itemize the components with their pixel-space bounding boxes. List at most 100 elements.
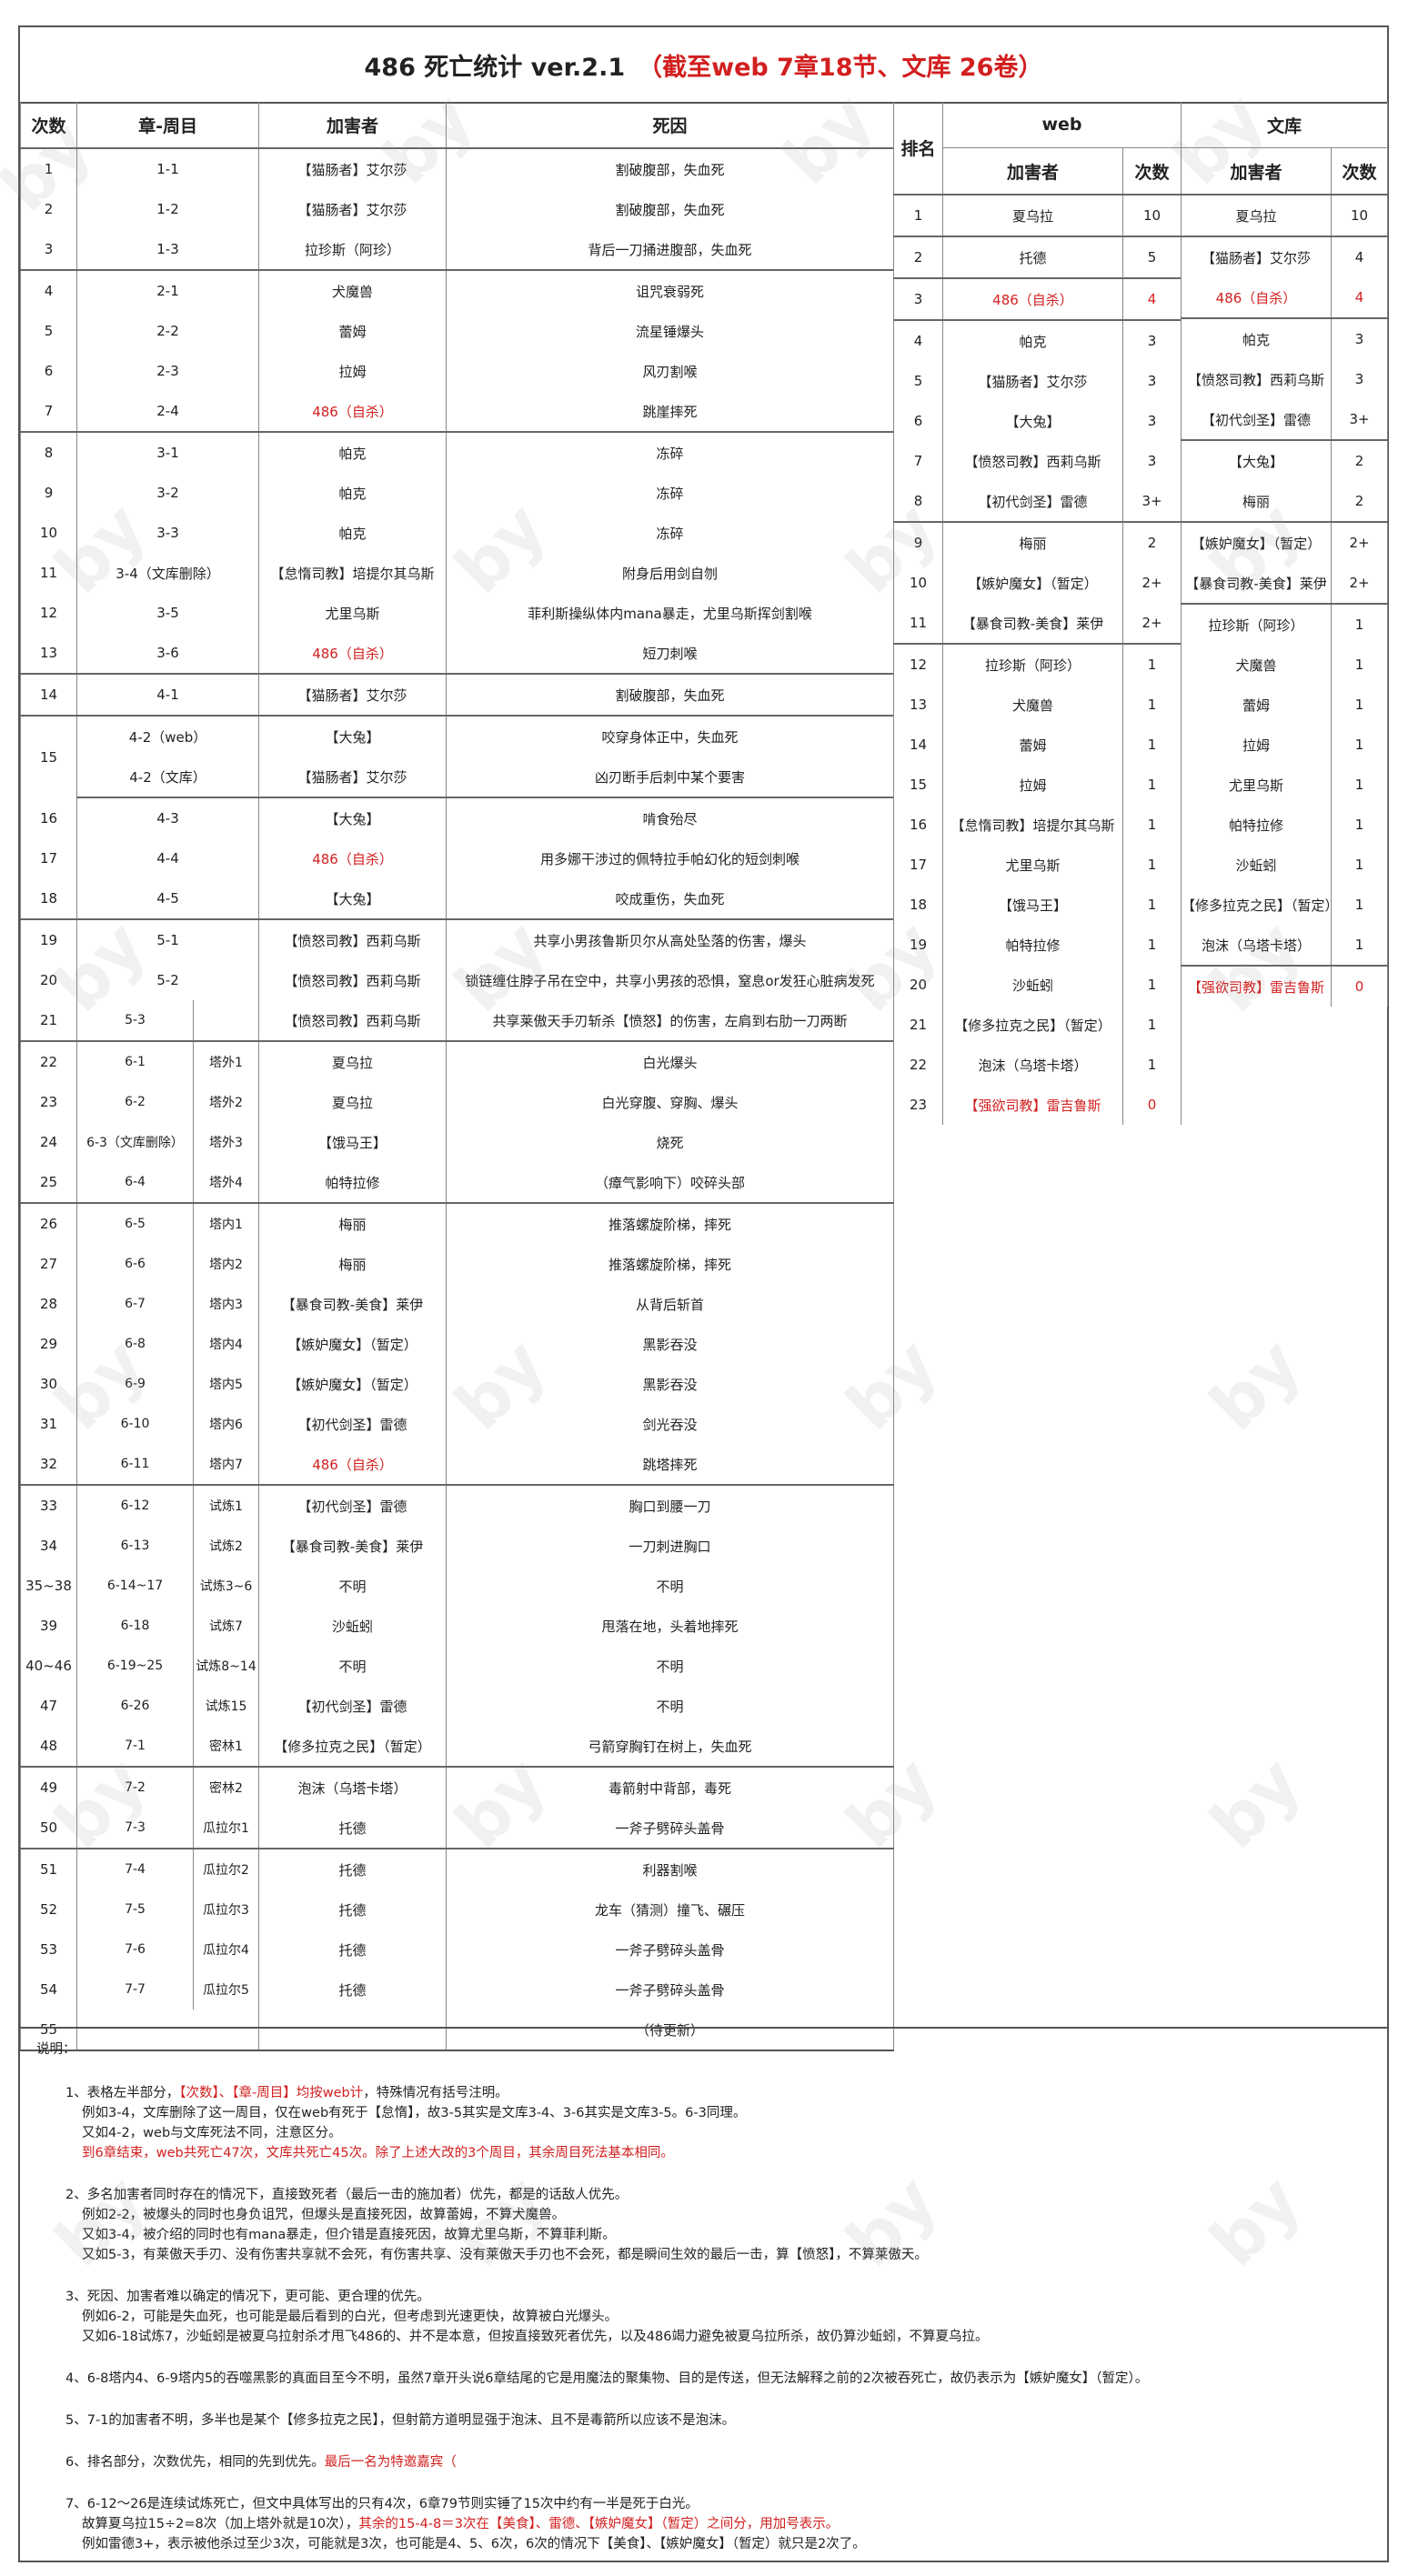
rank-cell: 13 xyxy=(893,685,943,725)
count-cell: 55 xyxy=(20,2010,77,2051)
table-row: 19 5-1 【愤怒司教】西莉乌斯 共享小男孩鲁斯贝尔从高处坠落的伤害，爆头 xyxy=(20,919,895,960)
table-row: 【猫肠者】艾尔莎 4 xyxy=(1181,236,1389,277)
chapter-cell: 6-12 xyxy=(76,1485,194,1526)
killer-cell: 【愤怒司教】西莉乌斯 xyxy=(258,919,448,960)
count-cell: 1 xyxy=(1330,805,1389,845)
table-row: 18 4-5 【大兔】 咬成重伤，失血死 xyxy=(20,878,895,920)
chapter-cell: 4-5 xyxy=(75,878,260,920)
table-row: 49 7-2 密林2 泡沫（乌塔卡塔） 毒箭射中背部，毒死 xyxy=(20,1767,895,1808)
table-row: 11 【暴食司教-美食】莱伊 2+ xyxy=(893,603,1182,645)
rank-cell: 15 xyxy=(893,765,943,805)
sub-chapter-cell: 塔内3 xyxy=(192,1284,260,1324)
chapter-cell: 4-3 xyxy=(75,797,260,838)
table-row: 9 3-2 帕克 冻碎 xyxy=(20,473,895,513)
count-cell: 34 xyxy=(20,1526,77,1566)
chapter-cell: 4-1 xyxy=(75,674,260,717)
table-row: 2 1-2 【猫肠者】艾尔莎 割破腹部，失血死 xyxy=(20,189,895,229)
count-cell: 50 xyxy=(20,1808,77,1849)
count-cell: 3+ xyxy=(1121,481,1182,523)
count-cell: 14 xyxy=(20,674,77,717)
rank-header: 排名 xyxy=(893,102,943,195)
count-cell: 33 xyxy=(20,1485,77,1526)
table-row: 6 2-3 拉姆 风刃割喉 xyxy=(20,351,895,391)
killer-cell: 【愤怒司教】西莉乌斯 xyxy=(258,960,448,1000)
sub-chapter-cell: 试炼2 xyxy=(192,1526,260,1566)
count-cell: 22 xyxy=(20,1041,77,1082)
killer-cell: 夏乌拉 xyxy=(258,1082,448,1122)
cause-cell: 胸口到腰一刀 xyxy=(446,1485,895,1526)
table-row: 28 6-7 塔内3 【暴食司教-美食】莱伊 从背后斩首 xyxy=(20,1284,895,1324)
sub-chapter-cell: 塔内4 xyxy=(192,1324,260,1364)
killer-cell: 帕克 xyxy=(258,432,448,473)
note-text: 故算夏乌拉15÷2=8次（加上塔外就是10次）， xyxy=(82,2517,359,2531)
library-header: 文库 xyxy=(1180,102,1389,148)
count-cell: 21 xyxy=(20,1000,77,1042)
killer-cell: 帕克 xyxy=(942,320,1123,361)
killer-cell: 【猫肠者】艾尔莎 xyxy=(258,757,448,798)
library-count-header: 次数 xyxy=(1330,147,1389,195)
note-line: 例如2-2，被爆头的同时也身负诅咒，但爆头是直接死因，故算蕾姆，不算犬魔兽。 xyxy=(65,2205,1373,2225)
table-row: 22 6-1 塔外1 夏乌拉 白光爆头 xyxy=(20,1041,895,1082)
killer-cell: 犬魔兽 xyxy=(942,685,1123,725)
count-cell: 13 xyxy=(20,633,77,675)
count-cell: 53 xyxy=(20,1929,77,1970)
killer-cell: 【大兔】 xyxy=(1181,440,1332,481)
table-row: 1 夏乌拉 10 xyxy=(893,195,1182,237)
cause-cell: 冻碎 xyxy=(446,432,895,473)
count-cell: 2+ xyxy=(1330,522,1389,563)
count-cell: 2+ xyxy=(1330,563,1389,605)
sub-chapter-cell: 瓜拉尔5 xyxy=(192,1970,260,2010)
note-line: 例如6-2，可能是失血死，也可能是最后看到的白光，但考虑到光速更快，故算被白光爆… xyxy=(65,2307,1373,2327)
table-row: 54 7-7 瓜拉尔5 托德 一斧子劈碎头盖骨 xyxy=(20,1970,895,2010)
cause-cell: 咬成重伤，失血死 xyxy=(446,878,895,920)
rank-cell: 7 xyxy=(893,441,943,481)
count-cell: 31 xyxy=(20,1404,77,1444)
sub-chapter-cell: 塔内2 xyxy=(192,1244,260,1284)
count-cell: 3 xyxy=(1330,359,1389,399)
note-line: 1、表格左半部分，【次数】、【章-周目】均按web计，特殊情况有括号注明。 xyxy=(65,2083,1373,2103)
table-row: 13 犬魔兽 1 xyxy=(893,685,1182,725)
killer-cell: 拉珍斯（阿珍） xyxy=(942,644,1123,685)
count-cell: 9 xyxy=(20,473,77,513)
cause-cell: 锁链缠住脖子吊在空中，共享小男孩的恐惧，窒息or发狂心脏病发死 xyxy=(446,960,895,1000)
count-cell: 47 xyxy=(20,1686,77,1726)
table-row: 21 5-3 【愤怒司教】西莉乌斯 共享莱傲天手刃斩杀【愤怒】的伤害，左肩到右肋一刀两… xyxy=(20,1000,895,1042)
count-cell: 2+ xyxy=(1121,603,1182,645)
chapter-cell: 3-2 xyxy=(75,473,260,513)
table-row: 15 4-2（web） 【大兔】 咬穿身体正中，失血死 xyxy=(20,716,895,797)
col-header-chapter: 章-周目 xyxy=(75,102,260,149)
sub-chapter-cell: 密林1 xyxy=(192,1726,260,1768)
cause-cell: 甩落在地，头着地摔死 xyxy=(446,1606,895,1646)
killer-cell: 486（自杀） xyxy=(258,391,448,433)
table-row: 30 6-9 塔内5 【嫉妒魔女】（暂定） 黑影吞没 xyxy=(20,1364,895,1404)
chapter-cell: 6-4 xyxy=(76,1162,194,1204)
table-row: 48 7-1 密林1 【修多拉克之民】（暂定） 弓箭穿胸钉在树上，失血死 xyxy=(20,1726,895,1768)
killer-cell: 【修多拉克之民】（暂定） xyxy=(258,1726,448,1768)
table-row: 17 尤里乌斯 1 xyxy=(893,845,1182,885)
killer-cell: 【修多拉克之民】（暂定） xyxy=(1181,885,1332,925)
col-header-count: 次数 xyxy=(20,102,77,149)
table-row: 29 6-8 塔内4 【嫉妒魔女】（暂定） 黑影吞没 xyxy=(20,1324,895,1364)
count-cell: 1 xyxy=(1330,685,1389,725)
cause-cell: 推落螺旋阶梯，摔死 xyxy=(446,1203,895,1244)
killer-cell: 【强欲司教】雷吉鲁斯 xyxy=(942,1085,1123,1125)
killer-cell: 蕾姆 xyxy=(1181,685,1332,725)
chapter-cell: 5-2 xyxy=(75,960,260,1000)
killer-cell: 帕特拉修 xyxy=(1181,805,1332,845)
table-row: 帕克 3 xyxy=(1181,318,1389,359)
killer-cell: 沙蚯蚓 xyxy=(942,965,1123,1005)
web-ranking-table: 排名 web 加害者 次数 1 夏乌拉 10 2 托德 5 3 486（自杀） 4 4 帕克 3 5 【猫… xyxy=(893,102,1182,1125)
killer-cell: 尤里乌斯 xyxy=(1181,765,1332,805)
table-row: 35~38 6-14~17 试炼3~6 不明 不明 xyxy=(20,1566,895,1606)
killer-cell: 【嫉妒魔女】（暂定） xyxy=(258,1364,448,1404)
sub-chapter-cell: 塔外1 xyxy=(192,1041,260,1082)
chapter-cell: 5-1 xyxy=(75,919,260,960)
count-cell: 32 xyxy=(20,1444,77,1486)
title-note: （截至web 7章18节、文库 26卷） xyxy=(638,53,1043,82)
killer-cell: 沙蚯蚓 xyxy=(258,1606,448,1646)
note-item: 4、6-8塔内4、6-9塔内5的吞噬黑影的真面目至今不明，虽然7章开头说6章结尾… xyxy=(36,2369,1373,2389)
note-line: 又如4-2，web与文库死法不同，注意区分。 xyxy=(65,2123,1373,2143)
note-text: 例如3-4，文库删除了这一周目，仅在web有死于【怠惰】，故3-5其实是文库3-… xyxy=(82,2106,747,2120)
table-row: 2 托德 5 xyxy=(893,236,1182,279)
page-frame xyxy=(18,25,1389,2562)
